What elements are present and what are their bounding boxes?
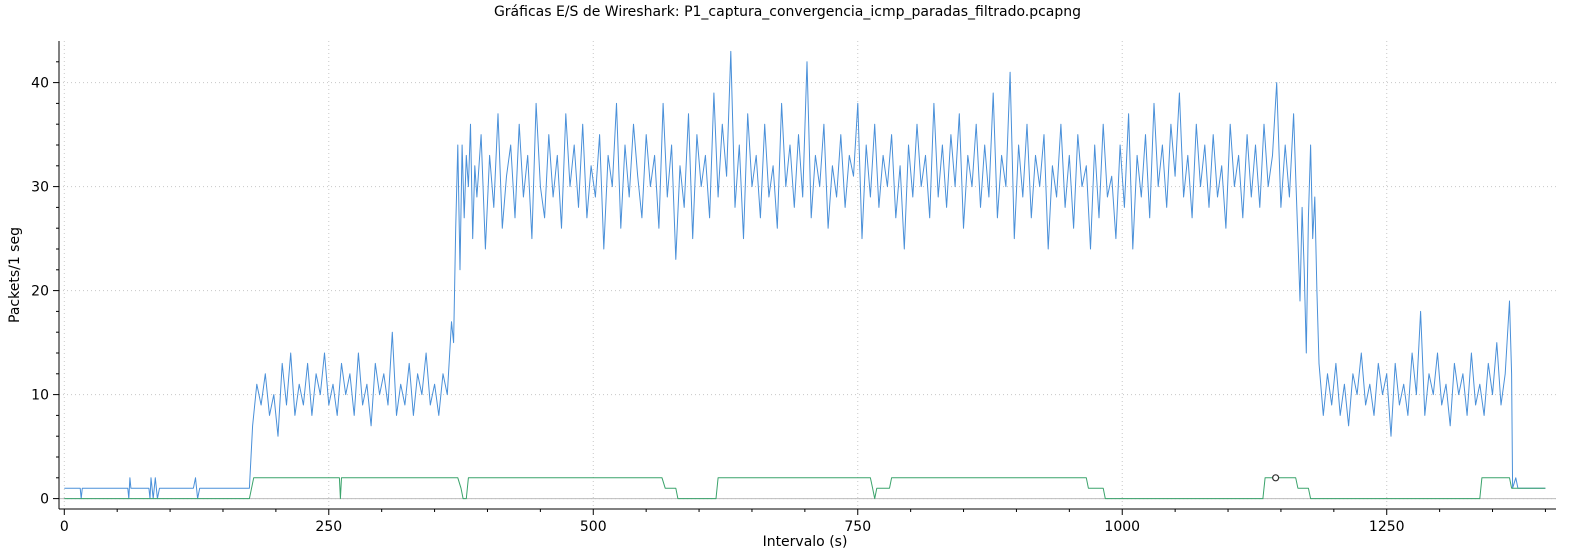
data-point-marker (1272, 474, 1280, 482)
x-tick-label: 750 (844, 519, 871, 535)
grid (59, 41, 1556, 509)
y-tick-label: 40 (31, 76, 49, 92)
axes (58, 41, 1556, 510)
y-tick-label: 10 (31, 388, 49, 404)
y-tick-label: 0 (40, 492, 49, 508)
y-tick-label: 20 (31, 284, 49, 300)
x-axis-label: Intervalo (s) (763, 534, 848, 550)
series-line-1 (64, 50, 1546, 500)
tick-marks (53, 61, 1546, 515)
x-tick-label: 1000 (1104, 519, 1140, 535)
y-tick-label: 30 (31, 180, 49, 196)
series (64, 50, 1546, 500)
x-tick-label: 1250 (1369, 519, 1405, 535)
y-axis-label: Packets/1 seg (7, 227, 23, 323)
x-tick-label: 0 (60, 519, 69, 535)
x-tick-label: 250 (315, 519, 342, 535)
x-tick-label: 500 (580, 519, 607, 535)
chart-title: Gráficas E/S de Wireshark: P1_captura_co… (493, 4, 1082, 20)
markers (1272, 474, 1280, 482)
series-line-2 (64, 477, 1546, 500)
